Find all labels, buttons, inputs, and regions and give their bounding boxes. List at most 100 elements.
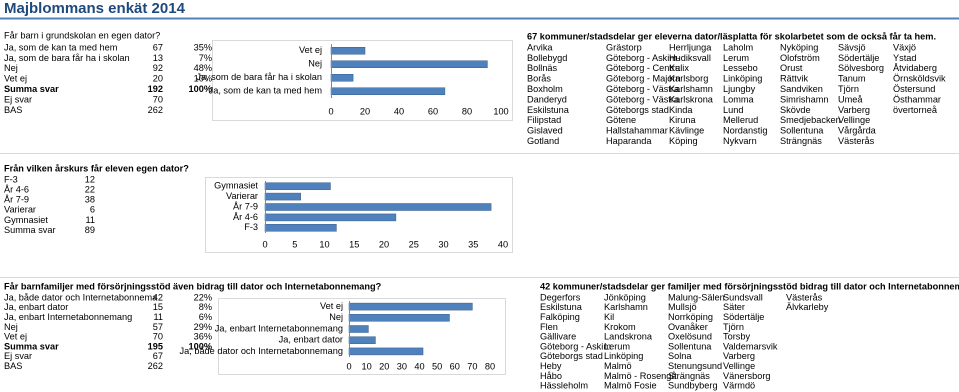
row-label: År 7-9 — [4, 195, 29, 205]
municipality: Tjörn — [838, 84, 859, 94]
municipality: Linköping — [604, 351, 643, 361]
cell-value: 11 — [153, 312, 163, 322]
x-tick-label: 20 — [360, 106, 370, 116]
municipality: Göteborg - Askim- — [606, 53, 680, 63]
cell-value: 8% — [199, 302, 212, 312]
municipality: Ljungby — [723, 84, 756, 94]
x-tick-label: 40 — [394, 106, 404, 116]
municipality: Örnsköldsvik — [893, 74, 946, 84]
municipality: Tjörn — [723, 322, 744, 332]
municipality: Hudiksvall — [669, 53, 711, 63]
municipality: Kiruna — [669, 115, 696, 125]
municipality: Haparanda — [606, 136, 652, 146]
category-label: Ja, som de bara får ha i skolan — [196, 72, 322, 82]
municipality: Sundbyberg — [668, 381, 718, 391]
municipality: Varberg — [723, 351, 755, 361]
row-label: Vet ej — [4, 74, 27, 84]
category-label: Ja, både dator och Internetabonnemang — [180, 346, 343, 356]
x-tick-label: 25 — [409, 239, 419, 249]
cell-value: 70 — [153, 94, 163, 104]
chart-frame — [218, 298, 506, 375]
municipality: Strängnäs — [780, 136, 822, 146]
page-title: Majblommans enkät 2014 — [4, 0, 186, 17]
bar — [264, 203, 492, 211]
cell-value: 10% — [194, 74, 212, 84]
bar — [330, 74, 354, 82]
municipality: Kalix — [669, 63, 689, 73]
municipality: Lund — [723, 105, 743, 115]
x-tick-label: 10 — [319, 239, 329, 249]
x-tick-label: 20 — [379, 239, 389, 249]
municipality: Värmdö — [723, 381, 755, 391]
cell-value: 67 — [153, 42, 163, 52]
bar — [348, 347, 424, 356]
municipality: Sandviken — [780, 84, 823, 94]
municipality: Lerum — [723, 53, 749, 63]
municipality: Arvika — [527, 42, 553, 52]
municipality: Mellerud — [723, 115, 758, 125]
municipality: Göteborgs stad — [606, 105, 669, 115]
municipality: Vellinge — [838, 115, 870, 125]
municipality: Umeå — [838, 94, 863, 104]
municipality: Göteborg - Askim — [540, 341, 611, 351]
cell-value: 89 — [85, 225, 95, 235]
cell-value: 42 — [153, 292, 163, 302]
table-title: Får barn i grundskolan en egen dator? — [4, 30, 160, 40]
cell-value: 22% — [194, 292, 212, 302]
municipality: Göteborg - Västra — [606, 94, 680, 104]
category-label: År 4-6 — [233, 212, 258, 222]
municipality: Sundsvall — [723, 292, 763, 302]
municipality: Bollebygd — [527, 53, 567, 63]
list-title: 67 kommuner/stadsdelar ger eleverna dato… — [527, 31, 936, 41]
municipality: Falköping — [540, 312, 580, 322]
municipality: Orust — [780, 63, 803, 73]
x-tick-label: 0 — [262, 239, 267, 249]
row-label: Ej svar — [4, 351, 32, 361]
x-tick-label: 40 — [414, 361, 424, 371]
x-tick-label: 70 — [467, 361, 477, 371]
municipality: Åtvidaberg — [893, 63, 937, 73]
category-label: År 7-9 — [233, 201, 258, 211]
municipality: Kinda — [669, 105, 693, 115]
x-tick-label: 80 — [462, 106, 472, 116]
municipality: Laholm — [723, 42, 753, 52]
category-label: Nej — [329, 312, 343, 322]
municipality: Sölvesborg — [838, 63, 884, 73]
x-tick-label: 5 — [292, 239, 297, 249]
municipality: Södertälje — [723, 312, 764, 322]
row-label: Vet ej — [4, 332, 27, 342]
cell-value: 67 — [153, 351, 163, 361]
municipality: Växjö — [893, 42, 916, 52]
cell-value: 7% — [199, 53, 212, 63]
municipality: Skövde — [780, 105, 811, 115]
municipality: Torsby — [723, 332, 750, 342]
municipality: Kävlinge — [669, 126, 704, 136]
cell-value: 11 — [85, 215, 95, 225]
municipality: Vårgårda — [838, 126, 877, 136]
municipality: Sävsjö — [838, 42, 866, 52]
cell-value: 15 — [153, 302, 163, 312]
municipality: Västerås — [786, 292, 823, 302]
municipality: Solna — [668, 351, 692, 361]
bar — [264, 192, 301, 201]
municipality: Karlsborg — [669, 74, 708, 84]
category-label: Nej — [308, 59, 322, 69]
cell-value: 12 — [85, 174, 95, 184]
cell-value: 100% — [189, 341, 213, 351]
municipality: Ystad — [893, 53, 917, 63]
table-title: Får barnfamiljer med försörjningsstöd äv… — [4, 281, 382, 291]
municipality: Nordanstig — [723, 126, 767, 136]
municipality: Danderyd — [527, 94, 567, 104]
municipality: Degerfors — [540, 292, 581, 302]
municipality: Håbo — [540, 371, 562, 381]
municipality: Varberg — [838, 105, 870, 115]
x-tick-label: 0 — [346, 361, 351, 371]
municipality: Malung-Sälen — [668, 292, 725, 302]
row-label: År 4-6 — [4, 185, 29, 195]
x-tick-label: 60 — [428, 106, 438, 116]
municipality: Smedjebacken — [780, 115, 841, 125]
row-label: Summa svar — [4, 84, 59, 94]
category-label: Vet ej — [299, 45, 322, 55]
municipality: Herrljunga — [669, 42, 712, 52]
cell-value: 36% — [194, 332, 212, 342]
